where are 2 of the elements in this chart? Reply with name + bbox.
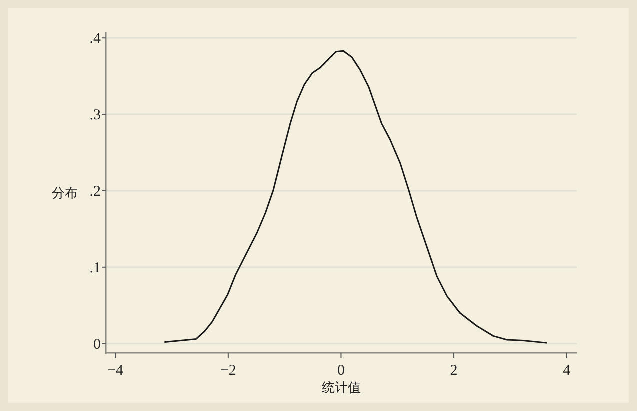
xlabel: 统计值 <box>322 380 361 395</box>
ylabel: 分布 <box>52 186 78 200</box>
